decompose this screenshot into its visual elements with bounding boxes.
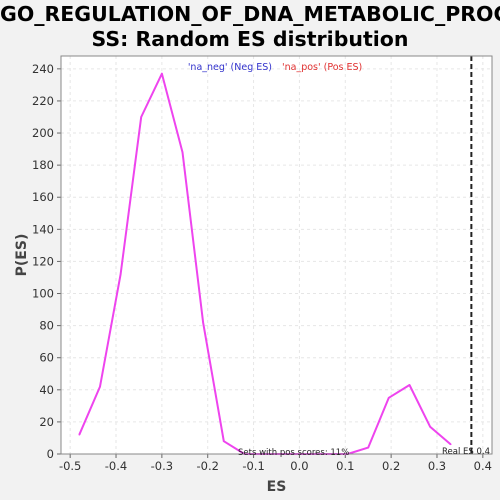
pos-scores-annotation: Sets with pos scores: 11% xyxy=(238,448,349,458)
data-point xyxy=(140,116,143,118)
y-tick-label: 0 xyxy=(47,447,54,461)
y-tick-label: 240 xyxy=(32,62,54,76)
data-point xyxy=(202,321,204,324)
legend-entry-neg: 'na_neg' (Neg ES) xyxy=(188,62,272,73)
y-axis-ticks: 0 20 40 60 80 100 120 140 160 180 200 220 240 xyxy=(32,62,61,461)
plot-area xyxy=(61,56,492,454)
y-tick-label: 180 xyxy=(32,158,54,172)
x-tick-label: -0.5 xyxy=(59,459,81,473)
data-point xyxy=(388,397,390,399)
y-tick-label: 100 xyxy=(32,287,54,301)
y-tick-label: 80 xyxy=(39,319,54,333)
x-tick-label: -0.4 xyxy=(105,459,127,473)
data-point xyxy=(408,384,411,386)
data-point xyxy=(222,440,225,442)
data-point xyxy=(181,151,184,154)
x-tick-label: -0.3 xyxy=(151,459,173,473)
data-point xyxy=(449,443,452,446)
y-tick-label: 200 xyxy=(32,126,54,140)
y-tick-label: 20 xyxy=(39,415,54,429)
x-tick-label: -0.1 xyxy=(242,459,264,473)
y-tick-label: 40 xyxy=(39,383,54,397)
data-point xyxy=(429,425,431,428)
x-tick-label: 0.3 xyxy=(428,459,446,473)
x-tick-label: -0.2 xyxy=(196,459,218,473)
real-es-label: Real ES 0.4 xyxy=(442,447,490,457)
x-tick-label: 0.1 xyxy=(336,459,354,473)
data-point xyxy=(99,385,101,388)
chart-title: GO_REGULATION_OF_DNA_METABOLIC_PROCE SS:… xyxy=(0,2,500,52)
data-point xyxy=(161,72,163,75)
y-tick-label: 220 xyxy=(32,94,54,108)
x-tick-label: 0.4 xyxy=(474,459,492,473)
x-tick-label: 0.0 xyxy=(290,459,308,473)
x-tick-label: 0.2 xyxy=(382,459,400,473)
legend-entry-pos: 'na_pos' (Pos ES) xyxy=(282,62,362,73)
grid-lines xyxy=(61,56,492,455)
data-point xyxy=(78,433,81,436)
chart-title-line2: SS: Random ES distribution xyxy=(91,27,409,51)
y-tick-label: 60 xyxy=(39,351,54,365)
y-tick-label: 140 xyxy=(32,222,54,236)
chart-title-line1: GO_REGULATION_OF_DNA_METABOLIC_PROCE xyxy=(0,2,500,26)
plot-border xyxy=(60,55,493,455)
x-axis-label: ES xyxy=(267,479,287,495)
y-axis-label: P(ES) xyxy=(14,234,30,277)
y-tick-label: 120 xyxy=(32,254,54,268)
y-tick-label: 160 xyxy=(32,190,54,204)
data-point xyxy=(119,273,122,276)
x-axis-ticks: -0.5 -0.4 -0.3 -0.2 -0.1 0.0 0.1 0.2 0.3 0.4 xyxy=(59,454,492,473)
data-point xyxy=(367,446,370,449)
